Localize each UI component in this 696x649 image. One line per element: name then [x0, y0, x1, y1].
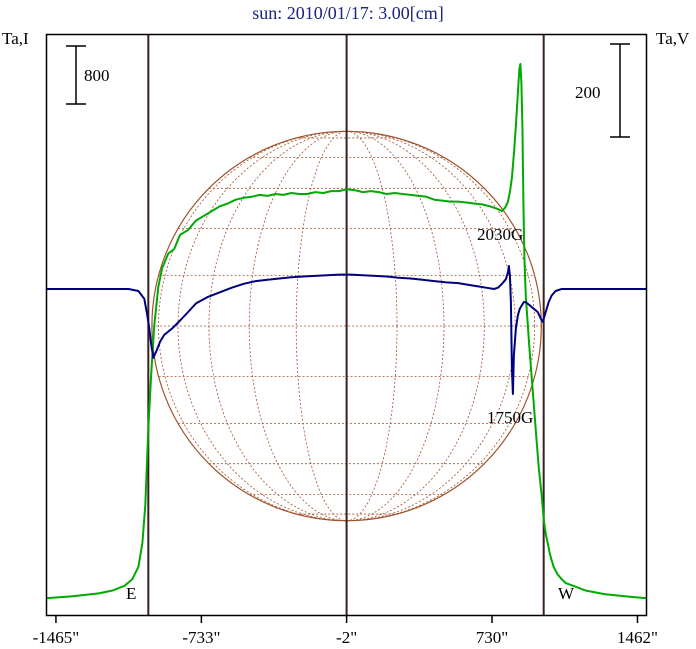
x-tick-label: -1465" — [33, 628, 80, 647]
x-tick-label: 730" — [476, 628, 508, 647]
x-axis-ticks: -1465" -733" -2" 730" 1462" — [33, 615, 658, 647]
vertical-markers — [147, 35, 545, 615]
annotation-1750g: 1750G — [487, 408, 533, 427]
disk-longitude-line — [248, 130, 445, 522]
right-scale-label: 200 — [575, 83, 601, 102]
series-line-intensity — [46, 63, 647, 600]
left-scale-label: 800 — [84, 66, 110, 85]
marker-label-west: W — [558, 584, 575, 603]
series-line-polarization — [47, 265, 646, 395]
right-axis-label: Ta,V — [656, 29, 690, 48]
chart-title: sun: 2010/01/17: 3.00[cm] — [252, 3, 444, 23]
annotation-2030g: 2030G — [477, 225, 523, 244]
x-tick-label: -2" — [336, 628, 357, 647]
x-tick-label: 1462" — [617, 628, 658, 647]
left-axis-label: Ta,I — [2, 29, 29, 48]
series-layer — [46, 63, 647, 600]
right-scale-bar — [610, 43, 630, 138]
marker-label-east: E — [126, 584, 136, 603]
left-scale-bar — [66, 45, 86, 105]
x-tick-label: -733" — [182, 628, 220, 647]
